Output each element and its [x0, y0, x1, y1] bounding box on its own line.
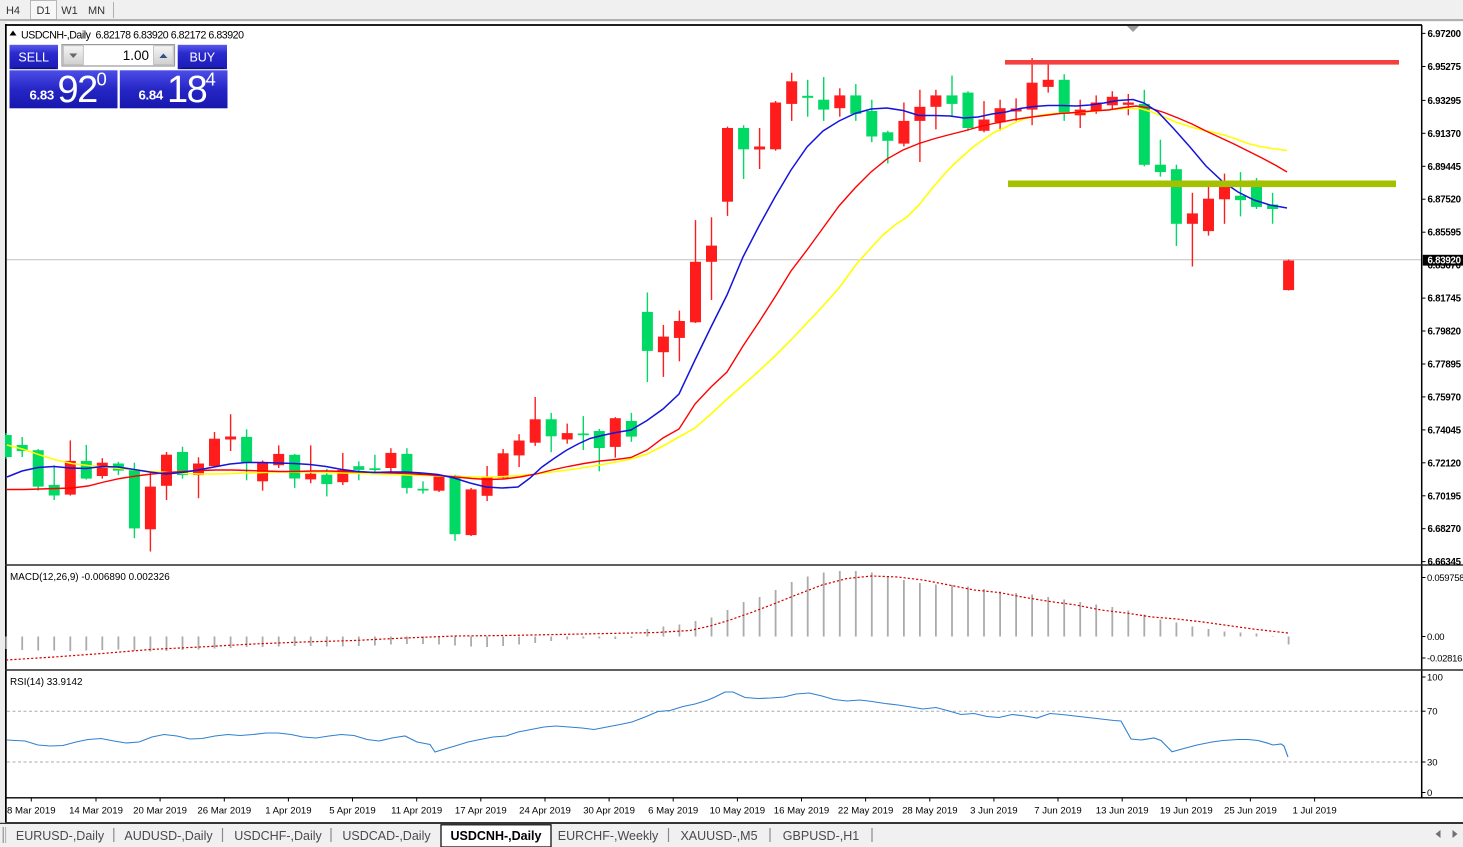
svg-text:8 Mar 2019: 8 Mar 2019: [7, 806, 56, 817]
svg-text:0.059758: 0.059758: [1427, 573, 1463, 584]
svg-text:AUDUSD-,Daily: AUDUSD-,Daily: [124, 829, 213, 843]
svg-text:H4: H4: [6, 5, 20, 17]
svg-text:22 May 2019: 22 May 2019: [838, 806, 893, 817]
svg-text:24 Apr 2019: 24 Apr 2019: [519, 806, 571, 817]
svg-text:28 May 2019: 28 May 2019: [902, 806, 957, 817]
svg-text:20 Mar 2019: 20 Mar 2019: [133, 806, 187, 817]
svg-text:6.95275: 6.95275: [1428, 62, 1462, 73]
svg-text:6.84: 6.84: [139, 88, 164, 103]
svg-text:30 Apr 2019: 30 Apr 2019: [583, 806, 635, 817]
svg-text:6.72120: 6.72120: [1428, 458, 1461, 469]
svg-text:13 Jun 2019: 13 Jun 2019: [1096, 806, 1149, 817]
svg-text:6.89445: 6.89445: [1428, 162, 1462, 173]
svg-text:18: 18: [167, 69, 207, 111]
svg-text:XAUUSD-,M5: XAUUSD-,M5: [680, 829, 757, 843]
svg-text:0: 0: [1427, 788, 1432, 799]
svg-text:GBPUSD-,H1: GBPUSD-,H1: [783, 829, 859, 843]
svg-text:SELL: SELL: [18, 51, 49, 65]
svg-text:1 Jul 2019: 1 Jul 2019: [1292, 806, 1336, 817]
svg-text:6.74045: 6.74045: [1428, 425, 1462, 436]
svg-text:6.83: 6.83: [30, 88, 54, 103]
svg-text:MN: MN: [88, 5, 105, 17]
svg-text:6.77895: 6.77895: [1428, 360, 1462, 371]
svg-text:6.93295: 6.93295: [1428, 96, 1462, 107]
svg-text:25 Jun 2019: 25 Jun 2019: [1224, 806, 1277, 817]
svg-text:MACD(12,26,9) -0.006890 0.0023: MACD(12,26,9) -0.006890 0.002326: [10, 572, 170, 583]
svg-text:1.00: 1.00: [123, 48, 149, 63]
svg-text:6.97200: 6.97200: [1428, 29, 1461, 40]
svg-text:19 Jun 2019: 19 Jun 2019: [1160, 806, 1213, 817]
svg-text:14 Mar 2019: 14 Mar 2019: [69, 806, 123, 817]
svg-text:6.70195: 6.70195: [1428, 491, 1462, 502]
svg-text:16 May 2019: 16 May 2019: [774, 806, 829, 817]
svg-text:EURCHF-,Weekly: EURCHF-,Weekly: [558, 829, 659, 843]
svg-text:100: 100: [1427, 673, 1443, 684]
svg-text:30: 30: [1427, 758, 1438, 769]
svg-text:6.85595: 6.85595: [1428, 228, 1462, 239]
svg-text:4: 4: [206, 69, 216, 90]
svg-text:W1: W1: [61, 5, 78, 17]
svg-text:26 Mar 2019: 26 Mar 2019: [197, 806, 251, 817]
svg-text:3 Jun 2019: 3 Jun 2019: [970, 806, 1017, 817]
svg-text:D1: D1: [36, 5, 50, 17]
svg-text:6.83670: 6.83670: [1428, 261, 1461, 272]
svg-text:-0.02816: -0.02816: [1427, 654, 1462, 665]
svg-text:11 Apr 2019: 11 Apr 2019: [391, 806, 442, 817]
svg-text:92: 92: [58, 69, 98, 111]
svg-text:6.83920: 6.83920: [1428, 255, 1461, 266]
svg-text:0.00: 0.00: [1427, 632, 1444, 643]
svg-text:10 May 2019: 10 May 2019: [710, 806, 765, 817]
svg-text:USDCNH-,Daily 6.82178 6.83920: USDCNH-,Daily 6.82178 6.83920 6.82172 6.…: [21, 30, 244, 42]
svg-text:EURUSD-,Daily: EURUSD-,Daily: [16, 829, 105, 843]
svg-text:USDCNH-,Daily: USDCNH-,Daily: [451, 829, 542, 843]
svg-text:0: 0: [97, 69, 107, 90]
svg-text:6.91370: 6.91370: [1428, 129, 1461, 140]
svg-text:17 Apr 2019: 17 Apr 2019: [455, 806, 507, 817]
svg-text:USDCAD-,Daily: USDCAD-,Daily: [342, 829, 431, 843]
svg-text:5 Apr 2019: 5 Apr 2019: [329, 806, 375, 817]
svg-text:6.79820: 6.79820: [1428, 327, 1461, 338]
svg-text:6.81745: 6.81745: [1428, 294, 1462, 305]
svg-text:BUY: BUY: [189, 51, 215, 65]
svg-text:USDCHF-,Daily: USDCHF-,Daily: [234, 829, 322, 843]
svg-text:6 May 2019: 6 May 2019: [648, 806, 698, 817]
svg-text:RSI(14) 33.9142: RSI(14) 33.9142: [10, 677, 82, 688]
svg-text:6.87520: 6.87520: [1428, 195, 1461, 206]
svg-text:6.75970: 6.75970: [1428, 392, 1461, 403]
svg-text:6.68270: 6.68270: [1428, 524, 1461, 535]
svg-text:7 Jun 2019: 7 Jun 2019: [1034, 806, 1081, 817]
svg-text:6.66345: 6.66345: [1428, 557, 1462, 568]
svg-text:70: 70: [1427, 707, 1438, 718]
svg-text:1 Apr 2019: 1 Apr 2019: [265, 806, 311, 817]
